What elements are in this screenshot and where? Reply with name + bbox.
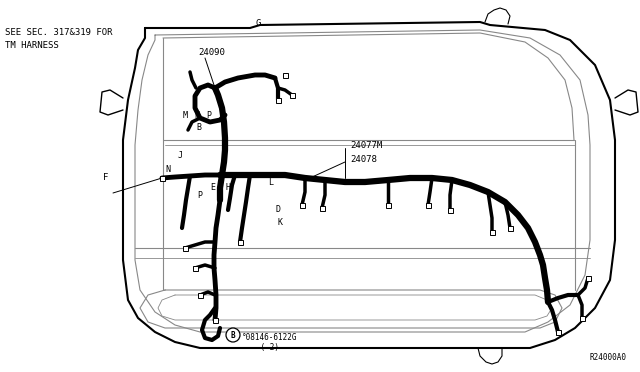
Text: P: P xyxy=(197,191,202,200)
Circle shape xyxy=(226,328,240,342)
Text: 24090: 24090 xyxy=(198,48,225,57)
Bar xyxy=(490,230,495,234)
Bar xyxy=(275,97,280,103)
Bar xyxy=(579,315,584,321)
Text: P: P xyxy=(206,111,211,120)
Text: G: G xyxy=(255,19,260,28)
Text: R24000A0: R24000A0 xyxy=(590,353,627,362)
Bar xyxy=(282,73,287,77)
Text: F: F xyxy=(103,173,109,182)
Bar xyxy=(586,276,591,280)
Bar xyxy=(237,240,243,244)
Text: H: H xyxy=(225,183,230,192)
Text: M: M xyxy=(183,111,188,120)
Bar xyxy=(300,202,305,208)
Bar xyxy=(212,317,218,323)
Bar xyxy=(198,292,202,298)
Text: E: E xyxy=(210,183,215,192)
Bar xyxy=(447,208,452,212)
Text: B: B xyxy=(230,330,236,340)
Bar xyxy=(508,225,513,231)
Bar xyxy=(193,266,198,270)
Text: J: J xyxy=(178,151,183,160)
Bar xyxy=(426,202,431,208)
Bar xyxy=(556,330,561,334)
Text: 24078: 24078 xyxy=(350,155,377,164)
Text: N: N xyxy=(165,165,170,174)
Bar xyxy=(289,93,294,97)
Text: SEE SEC. 317&319 FOR
TM HARNESS: SEE SEC. 317&319 FOR TM HARNESS xyxy=(5,28,113,50)
Bar xyxy=(319,205,324,211)
Bar xyxy=(182,246,188,250)
Bar xyxy=(385,202,390,208)
Text: N: N xyxy=(194,111,199,120)
Text: D: D xyxy=(276,205,281,214)
Text: L: L xyxy=(268,178,273,187)
Text: B: B xyxy=(196,123,201,132)
Text: 24077M: 24077M xyxy=(350,141,382,150)
Bar xyxy=(159,176,164,180)
Text: °08146-6122G
    ( 2): °08146-6122G ( 2) xyxy=(242,333,298,352)
Text: K: K xyxy=(278,218,283,227)
